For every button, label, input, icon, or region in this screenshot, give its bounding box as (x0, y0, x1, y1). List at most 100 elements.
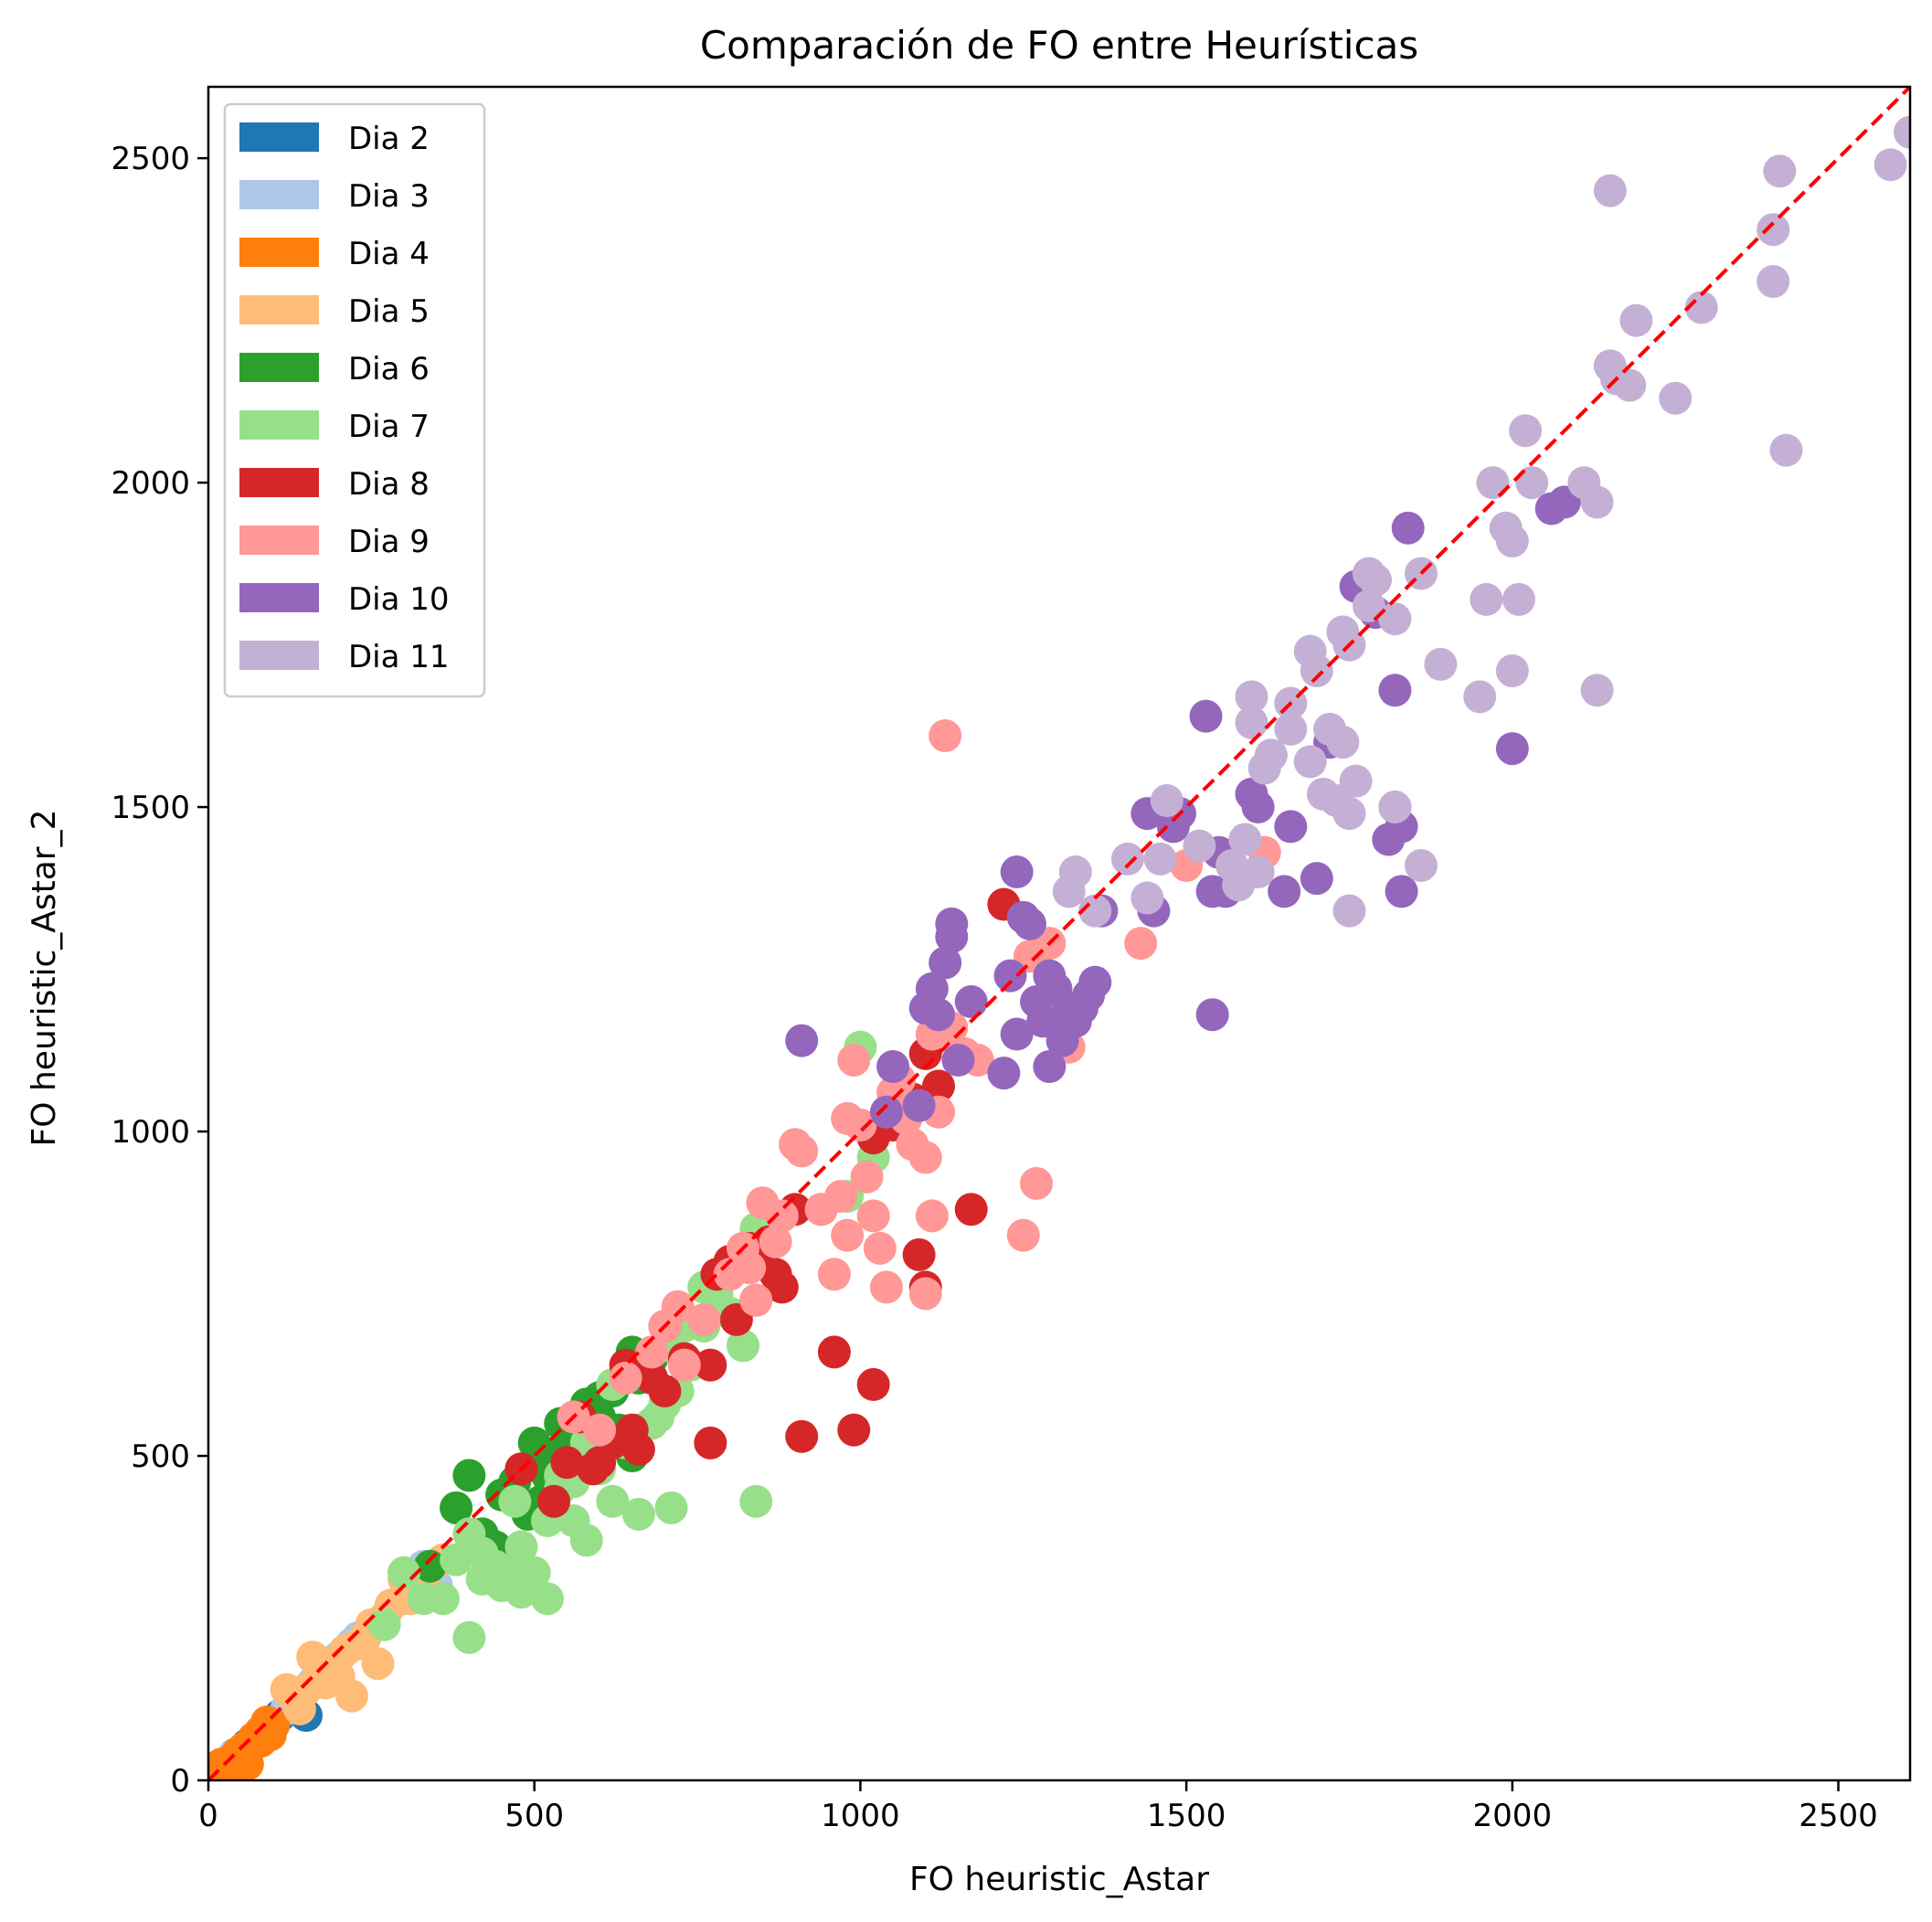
data-point (609, 1361, 642, 1395)
data-point (1424, 647, 1458, 681)
series-3 (208, 1705, 291, 1780)
data-point (1769, 433, 1803, 467)
data-point (785, 1134, 819, 1168)
data-point (1332, 797, 1366, 831)
data-point (253, 1718, 287, 1752)
x-tick-label: 2500 (1799, 1798, 1878, 1834)
data-point (498, 1484, 532, 1518)
data-point (824, 1180, 858, 1214)
data-point (831, 1101, 865, 1135)
y-axis-label: FO heuristic_Astar_2 (26, 810, 63, 1147)
y-tick-label: 2500 (111, 141, 190, 177)
legend-swatch (239, 295, 319, 324)
legend: Dia 2 Dia 3 Dia 4 Dia 5 Dia 6 Dia 7 Dia 8 Dia 9… (223, 102, 486, 698)
data-point (1326, 726, 1360, 759)
data-point (648, 1375, 682, 1408)
reference-line (207, 85, 1912, 1782)
data-point (1131, 881, 1164, 915)
data-point (1143, 842, 1177, 876)
data-point (739, 1283, 773, 1317)
legend-label: Dia 9 (348, 524, 430, 560)
legend-label: Dia 4 (348, 236, 430, 272)
data-point (1189, 699, 1223, 733)
data-point (1470, 582, 1503, 616)
y-tick-label: 1000 (111, 1114, 190, 1151)
data-point (908, 1141, 942, 1174)
data-point (869, 1095, 903, 1129)
data-point (850, 1160, 884, 1194)
data-point (922, 998, 956, 1032)
data-point (1763, 154, 1797, 188)
data-point (869, 1270, 903, 1304)
data-point (1659, 381, 1693, 415)
data-point (1078, 894, 1112, 928)
data-point (1352, 589, 1385, 622)
x-axis-label: FO heuristic_Astar (909, 1861, 1209, 1898)
data-point (1274, 810, 1308, 844)
legend-swatch (239, 468, 319, 497)
data-point (1150, 783, 1184, 817)
x-axis-ticks: 0 500 1000 1500 2000 2500 (198, 1780, 1878, 1834)
legend-swatch (239, 641, 319, 670)
legend-swatch (239, 583, 319, 612)
data-point (1241, 855, 1275, 889)
data-point (1619, 303, 1653, 337)
data-point (929, 718, 962, 752)
data-point (426, 1582, 460, 1616)
data-point (1235, 680, 1269, 714)
data-point (817, 1335, 851, 1369)
data-point (1757, 213, 1790, 247)
data-point (504, 1530, 538, 1564)
y-tick-label: 2000 (111, 465, 190, 502)
data-point (856, 1367, 890, 1401)
data-point (1495, 653, 1529, 687)
legend-swatch (239, 122, 319, 152)
data-point (642, 1400, 675, 1434)
data-point (661, 1290, 695, 1323)
legend-label: Dia 3 (348, 178, 430, 215)
data-point (1359, 563, 1393, 597)
data-point (667, 1348, 701, 1382)
data-point (621, 1432, 655, 1466)
data-point (635, 1335, 669, 1369)
chart-title: Comparación de FO entre Heurísticas (700, 23, 1418, 68)
x-tick-label: 2000 (1473, 1798, 1553, 1834)
data-point (759, 1225, 792, 1258)
data-point (1000, 1017, 1034, 1051)
data-point (1124, 927, 1158, 961)
data-point (530, 1582, 564, 1616)
x-tick-label: 0 (198, 1798, 218, 1834)
data-point (1463, 680, 1497, 714)
data-point (1300, 862, 1333, 896)
data-point (935, 920, 969, 954)
y-tick-label: 1500 (111, 790, 190, 826)
data-point (413, 1549, 447, 1583)
data-point (550, 1446, 584, 1480)
y-axis-ticks: 0 500 1000 1500 2000 2500 (111, 141, 208, 1800)
data-point (1110, 842, 1144, 876)
data-point (387, 1556, 421, 1589)
data-point (1502, 582, 1535, 616)
data-point (1293, 745, 1327, 779)
data-point (537, 1484, 571, 1518)
data-point (993, 959, 1027, 993)
data-point (1006, 1218, 1040, 1252)
data-point (908, 1277, 942, 1311)
data-point (837, 1043, 871, 1077)
data-point (1495, 732, 1529, 766)
data-point (765, 1270, 799, 1304)
data-point (954, 1193, 988, 1226)
data-point (987, 1057, 1021, 1090)
legend-label: Dia 2 (348, 121, 430, 157)
data-point (1378, 674, 1412, 707)
data-point (1013, 907, 1046, 940)
data-point (687, 1302, 721, 1336)
data-point (831, 1218, 865, 1252)
data-point (596, 1484, 630, 1518)
data-point (1391, 511, 1425, 545)
data-point (929, 946, 962, 980)
x-tick-label: 1000 (821, 1798, 900, 1834)
data-point (726, 1329, 759, 1363)
data-point (1404, 848, 1438, 882)
